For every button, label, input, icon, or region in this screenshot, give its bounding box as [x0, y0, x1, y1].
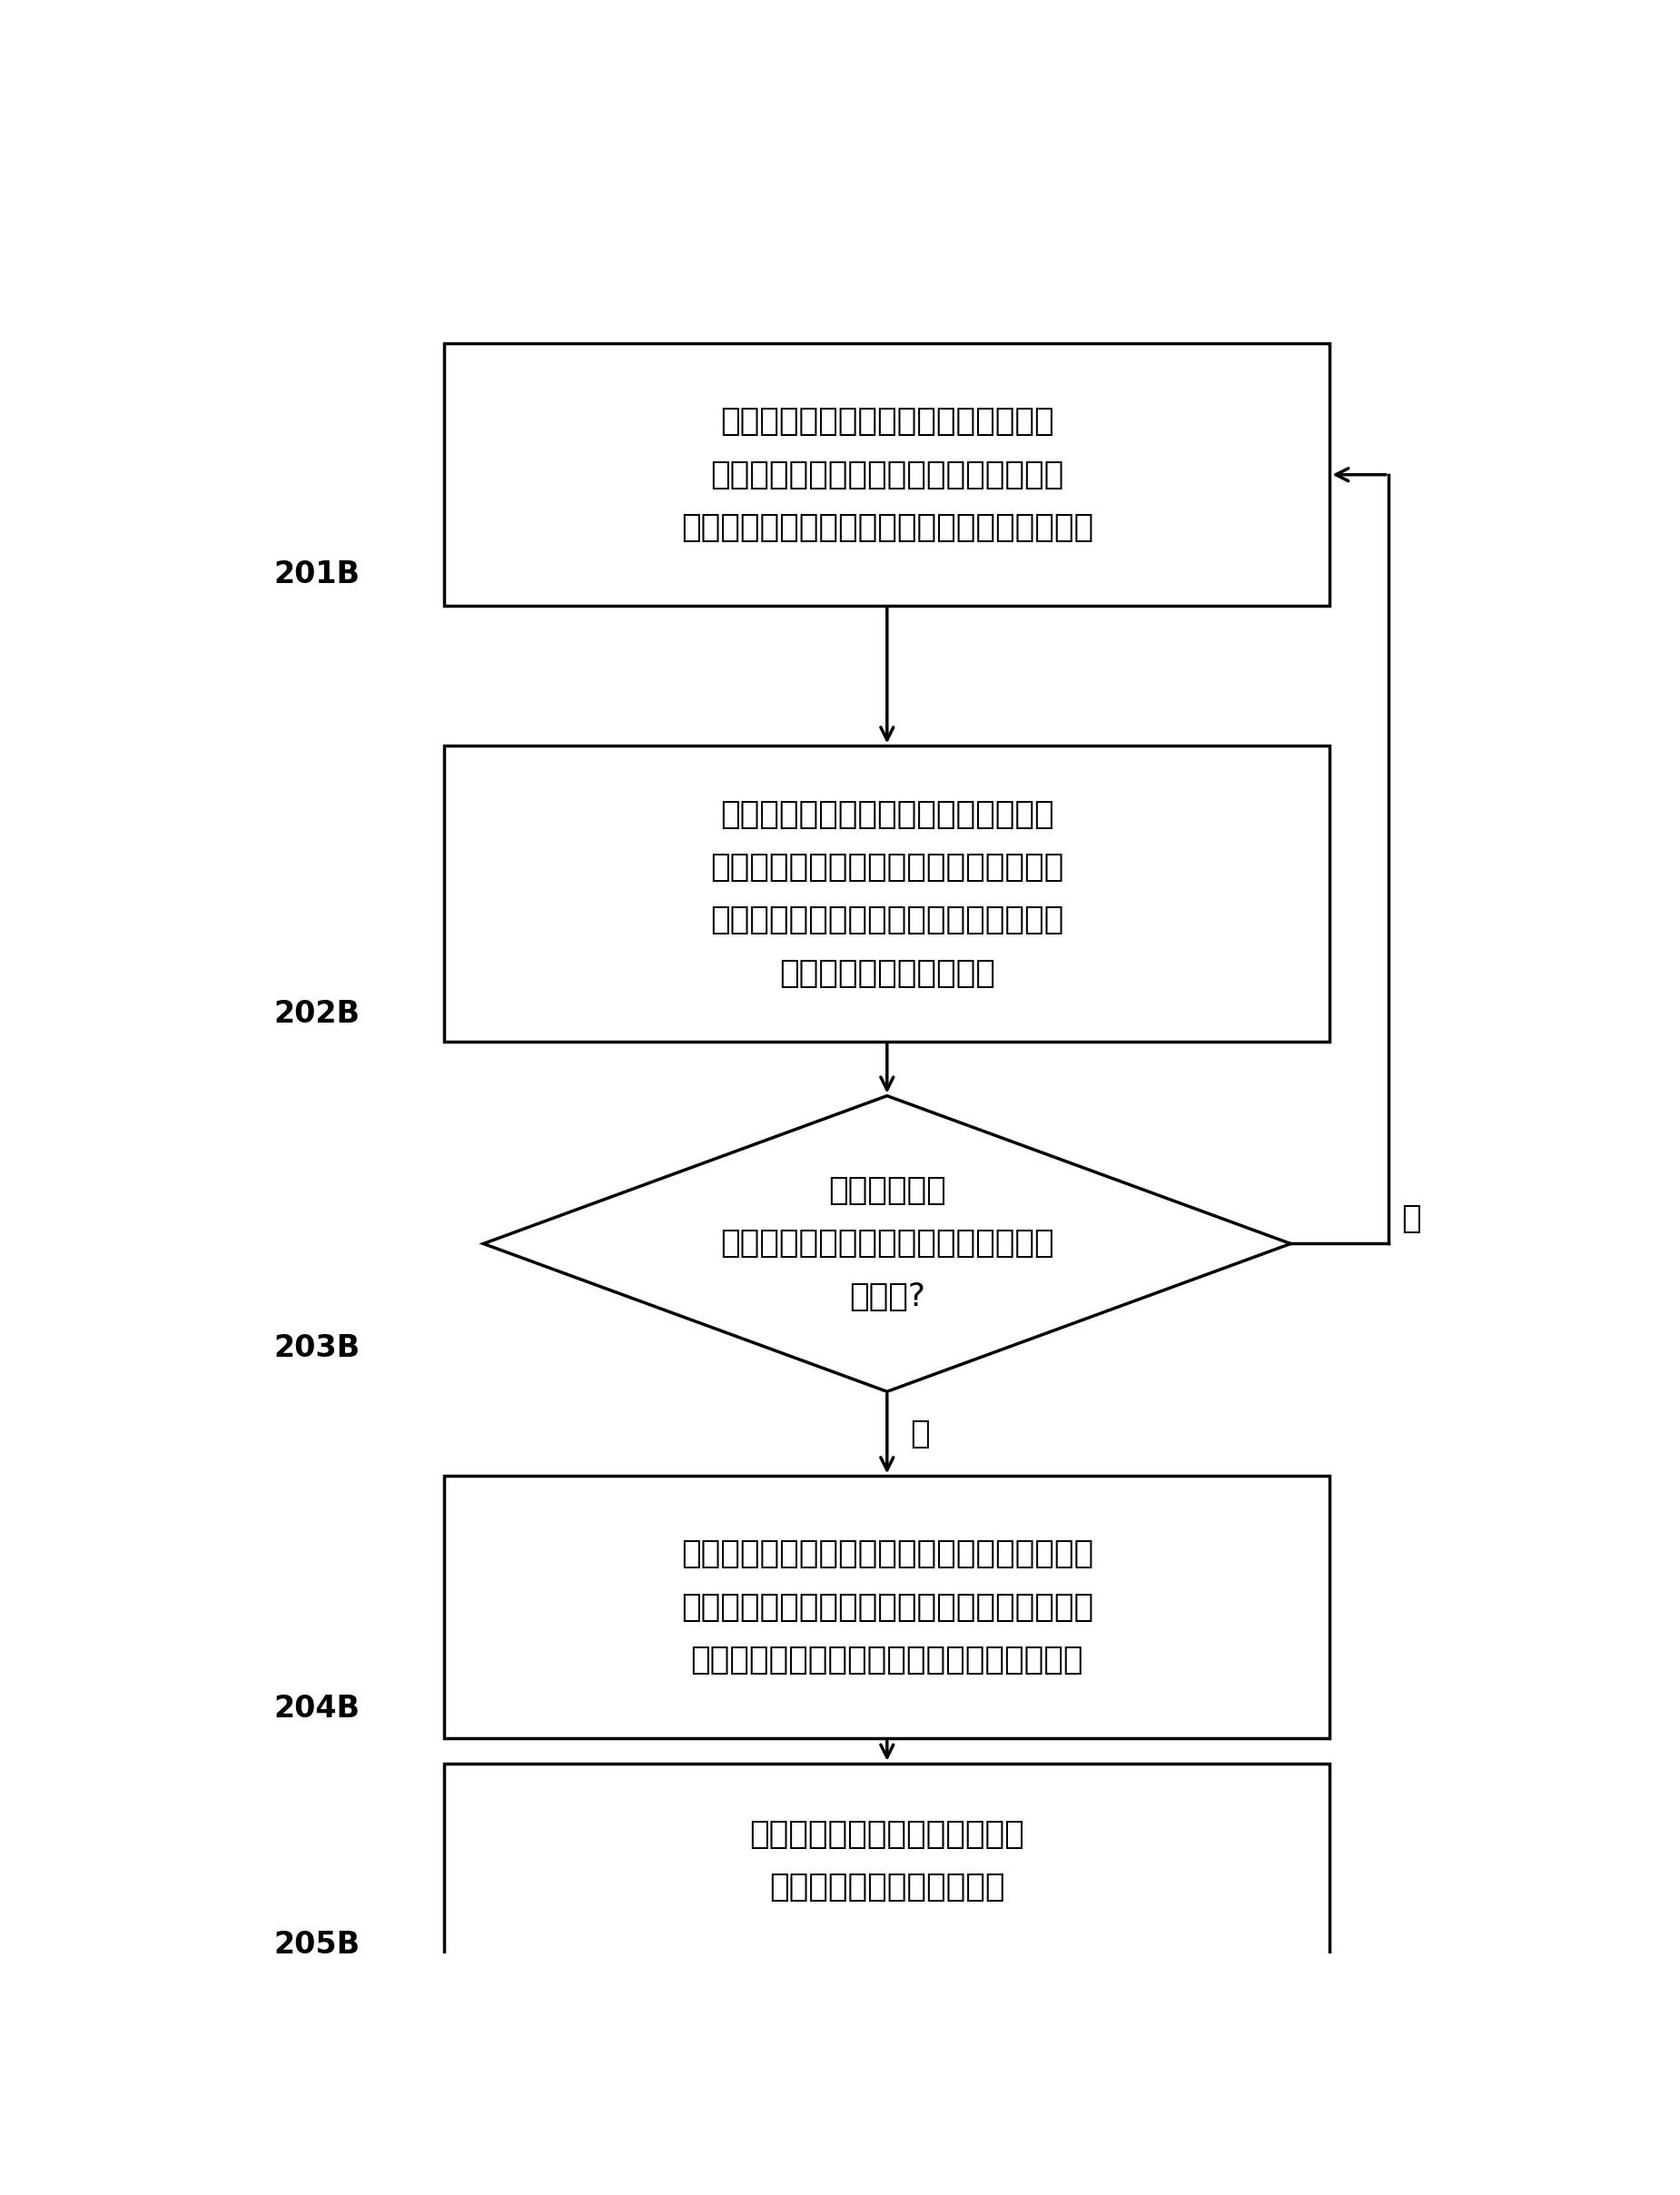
- Bar: [444, 345, 1331, 606]
- Text: 否: 否: [1401, 1203, 1421, 1234]
- Text: 从移动终端内存的指定区域中，取出电信号形式
的图像数据，进行预定运算的处理后，获取实时
可见光图像数据以及待测目标表面各点的温度: 从移动终端内存的指定区域中，取出电信号形式 的图像数据，进行预定运算的处理后，获…: [680, 1539, 1094, 1675]
- Text: 203B: 203B: [274, 1335, 360, 1363]
- Text: 201B: 201B: [274, 560, 360, 590]
- Bar: [444, 746, 1331, 1043]
- Text: 202B: 202B: [274, 999, 360, 1029]
- Text: 在移动终端热成像功能开启的情况下，
红外镜头开始实时获取红外线图像辐射，
并将红外线图像辐射发送给红外焦平面阵列模组: 在移动终端热成像功能开启的情况下， 红外镜头开始实时获取红外线图像辐射， 并将红…: [680, 406, 1094, 542]
- Text: 通过显示屏，显示可见光图像和
待测目标表面指定点的温度: 通过显示屏，显示可见光图像和 待测目标表面指定点的温度: [749, 1820, 1025, 1903]
- Text: 图像处理逻辑
单元是否受到红外焦平面阵列模组发送
的通知?: 图像处理逻辑 单元是否受到红外焦平面阵列模组发送 的通知?: [721, 1174, 1053, 1313]
- Text: 是: 是: [911, 1418, 929, 1449]
- Bar: [444, 1763, 1331, 1958]
- Text: 204B: 204B: [274, 1695, 360, 1723]
- Bar: [444, 1475, 1331, 1738]
- Text: 205B: 205B: [274, 1929, 360, 1960]
- Polygon shape: [484, 1095, 1290, 1392]
- Text: 红外焦平面阵列模组将接收到的红外线
图像辐射转化为电信号形式的图像数据，
并将图像数据存储至移动终端的内存中，
并通知图像处理逻辑单元: 红外焦平面阵列模组将接收到的红外线 图像辐射转化为电信号形式的图像数据， 并将图…: [711, 799, 1063, 988]
